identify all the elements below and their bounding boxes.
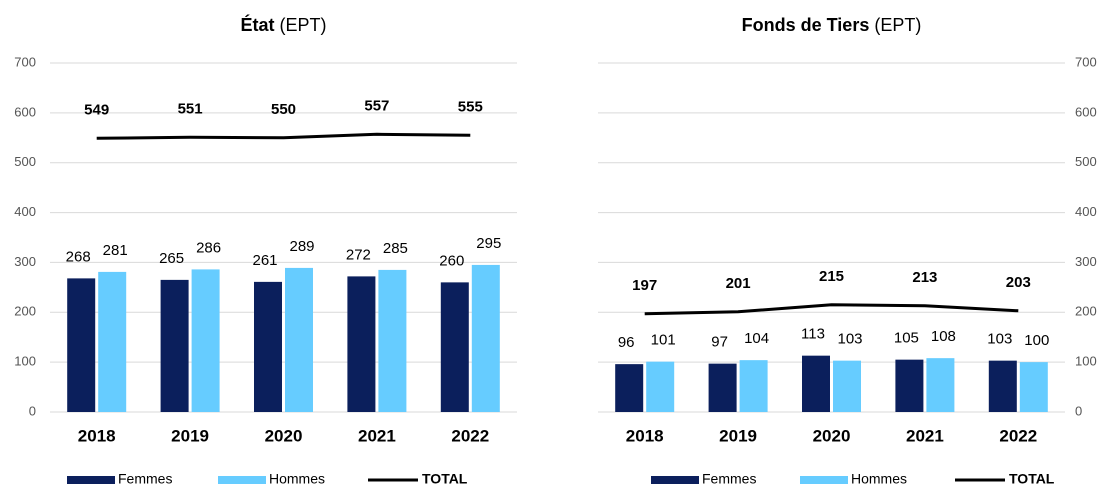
x-tick-label: 2020 <box>265 426 303 445</box>
value-label: 103 <box>987 331 1012 348</box>
x-tick-label: 2018 <box>78 426 116 445</box>
legend-label: Hommes <box>269 471 325 486</box>
bar <box>646 361 675 412</box>
legend-swatch <box>800 476 848 484</box>
legend-label: Femmes <box>702 471 756 486</box>
total-label: 197 <box>632 277 657 294</box>
bar <box>615 364 644 412</box>
total-label: 555 <box>458 98 483 115</box>
total-label: 213 <box>912 269 937 286</box>
legend-label: TOTAL <box>1009 471 1055 486</box>
legend-swatch <box>67 476 115 484</box>
value-label: 260 <box>439 252 464 269</box>
y-tick-label: 700 <box>1075 54 1097 69</box>
value-label: 97 <box>711 334 728 351</box>
x-tick-label: 2019 <box>171 426 209 445</box>
bar <box>67 278 96 412</box>
value-label: 100 <box>1024 332 1049 349</box>
value-label: 101 <box>651 332 676 349</box>
bar <box>895 359 924 412</box>
value-label: 289 <box>289 238 314 255</box>
x-tick-label: 2021 <box>358 426 396 445</box>
y-tick-label: 200 <box>1075 304 1097 319</box>
bar <box>285 267 313 412</box>
y-tick-label: 300 <box>14 254 36 269</box>
legend-swatch <box>218 476 266 484</box>
bar <box>708 363 737 412</box>
value-label: 265 <box>159 250 184 267</box>
y-tick-label: 300 <box>1075 254 1097 269</box>
bar <box>471 264 500 412</box>
bar <box>254 281 282 412</box>
y-tick-label: 600 <box>14 104 36 119</box>
y-tick-label: 0 <box>29 403 36 418</box>
title-unit: (EPT) <box>874 15 921 35</box>
bar <box>802 355 830 412</box>
x-tick-label: 2020 <box>813 426 851 445</box>
bar <box>378 269 407 412</box>
y-tick-label: 100 <box>1075 354 1097 369</box>
value-label: 103 <box>837 331 862 348</box>
bar <box>739 360 768 412</box>
x-tick-label: 2019 <box>719 426 757 445</box>
value-label: 108 <box>931 328 956 345</box>
title-main: Fonds de Tiers <box>742 15 870 35</box>
total-label: 551 <box>178 100 203 117</box>
bar <box>440 282 469 412</box>
value-label: 261 <box>252 252 277 269</box>
value-label: 285 <box>383 240 408 257</box>
y-tick-label: 400 <box>1075 204 1097 219</box>
value-label: 268 <box>66 248 91 265</box>
bar <box>347 276 376 412</box>
total-line <box>96 132 471 140</box>
y-tick-label: 100 <box>14 354 36 369</box>
bar <box>988 360 1017 412</box>
bar <box>833 360 861 412</box>
y-tick-label: 200 <box>14 304 36 319</box>
value-label: 272 <box>346 246 371 263</box>
value-label: 96 <box>618 334 635 351</box>
y-tick-label: 0 <box>1075 403 1082 418</box>
chart-title: État (EPT) <box>240 14 326 35</box>
value-label: 105 <box>894 330 919 347</box>
x-tick-label: 2018 <box>626 426 664 445</box>
legend-swatch <box>651 476 699 484</box>
legend-label: TOTAL <box>422 471 468 486</box>
legend-label: Hommes <box>851 471 907 486</box>
y-tick-label: 600 <box>1075 104 1097 119</box>
x-tick-label: 2022 <box>999 426 1037 445</box>
total-line <box>644 303 1019 316</box>
total-label: 203 <box>1006 274 1031 291</box>
title-unit: (EPT) <box>280 15 327 35</box>
bar <box>98 271 127 412</box>
y-tick-label: 700 <box>14 54 36 69</box>
x-tick-label: 2021 <box>906 426 944 445</box>
bar <box>191 269 220 412</box>
total-label: 549 <box>84 101 109 118</box>
total-label: 557 <box>364 97 389 114</box>
bar <box>926 358 955 412</box>
y-tick-label: 500 <box>1075 154 1097 169</box>
bar <box>1019 362 1048 412</box>
value-label: 113 <box>801 326 825 343</box>
bar <box>160 279 189 412</box>
value-label: 281 <box>103 242 128 259</box>
total-label: 201 <box>726 275 751 292</box>
total-label: 215 <box>819 268 844 285</box>
title-main: État <box>240 14 274 35</box>
chart-title: Fonds de Tiers (EPT) <box>742 15 922 35</box>
y-tick-label: 500 <box>14 154 36 169</box>
y-tick-label: 400 <box>14 204 36 219</box>
value-label: 295 <box>476 235 501 252</box>
total-label: 550 <box>271 101 296 118</box>
legend-label: Femmes <box>118 471 172 486</box>
x-tick-label: 2022 <box>451 426 489 445</box>
value-label: 286 <box>196 239 221 256</box>
value-label: 104 <box>744 330 769 347</box>
